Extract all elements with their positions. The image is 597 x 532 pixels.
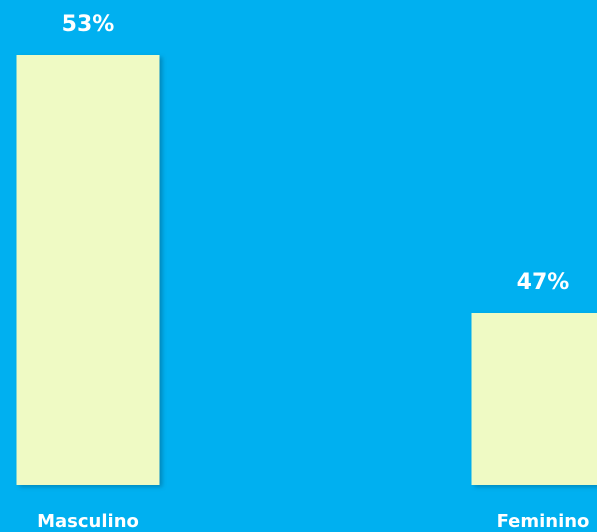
bar [471,313,597,485]
data-label: 47% [517,270,570,295]
x-tick-label: Feminino [497,511,590,532]
data-label: 53% [62,12,115,37]
x-tick-label: Masculino [37,511,139,532]
bar [16,55,160,485]
